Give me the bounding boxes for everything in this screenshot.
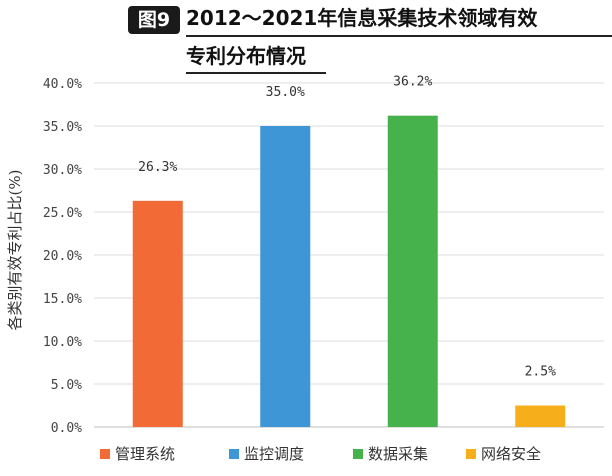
legend-swatch bbox=[100, 449, 110, 459]
bar-4 bbox=[515, 405, 566, 427]
y-tick-label: 5.0% bbox=[51, 378, 82, 393]
y-tick-label: 25.0% bbox=[43, 206, 82, 221]
data-label: 36.2% bbox=[393, 75, 432, 90]
y-tick-label: 30.0% bbox=[43, 163, 82, 178]
y-tick-label: 35.0% bbox=[43, 120, 82, 135]
chart-title-line-1: 2012～2021年信息采集技术领域有效 bbox=[186, 6, 538, 30]
y-axis-label: 各类别有效专利占比(%) bbox=[6, 170, 24, 331]
bars bbox=[132, 115, 566, 428]
y-tick-label: 40.0% bbox=[43, 77, 82, 92]
y-tick-label: 0.0% bbox=[51, 421, 82, 436]
chart-title-line-2: 专利分布情况 bbox=[186, 44, 306, 68]
legend: 管理系统 监控调度 数据采集 网络安全 bbox=[100, 445, 541, 463]
y-tick-labels: 0.0% 5.0% 10.0% 15.0% 20.0% 25.0% 30.0% 35.0% 40… bbox=[43, 77, 82, 436]
legend-label: 网络安全 bbox=[481, 445, 541, 463]
legend-swatch bbox=[466, 449, 476, 459]
y-tick-label: 10.0% bbox=[43, 335, 82, 350]
legend-swatch bbox=[353, 449, 363, 459]
data-label: 2.5% bbox=[525, 365, 556, 380]
figure-number-badge: 图9 bbox=[128, 6, 180, 34]
data-label: 35.0% bbox=[266, 85, 305, 100]
data-label: 26.3% bbox=[138, 160, 177, 175]
title-underline-1 bbox=[186, 35, 612, 37]
legend-label: 管理系统 bbox=[115, 445, 175, 463]
data-labels: 26.3% 35.0% 36.2% 2.5% bbox=[138, 75, 556, 380]
legend-swatch bbox=[229, 449, 239, 459]
y-tick-label: 15.0% bbox=[43, 292, 82, 307]
y-tick-label: 20.0% bbox=[43, 249, 82, 264]
title-underline-2 bbox=[186, 72, 326, 74]
legend-label: 数据采集 bbox=[368, 445, 428, 463]
bar-3 bbox=[387, 115, 438, 428]
bar-2 bbox=[260, 126, 311, 427]
bar-1 bbox=[132, 200, 183, 427]
legend-label: 监控调度 bbox=[244, 445, 304, 463]
